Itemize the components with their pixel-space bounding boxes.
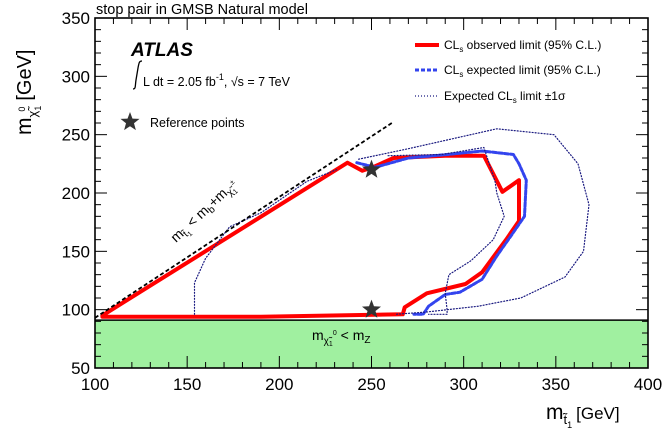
x-tick-label: 100: [81, 375, 109, 394]
y-tick-label: 250: [62, 126, 90, 145]
x-tick-label: 350: [542, 375, 570, 394]
x-tick-label: 250: [357, 375, 385, 394]
luminosity-label: L dt = 2.05 fb-1, √s = 7 TeV: [143, 72, 291, 89]
reference-point-star-0: [361, 159, 382, 178]
y-tick-label: 350: [62, 9, 90, 28]
integral-sign-icon: [132, 60, 143, 90]
reference-points-label: Reference points: [150, 116, 245, 130]
mz-region-label: mχ̃10 < mZ: [312, 327, 370, 348]
x-tick-label: 150: [173, 375, 201, 394]
x-tick-label: 400: [634, 375, 662, 394]
legend-observed-label: CLs observed limit (95% C.L.): [444, 38, 601, 54]
series-line-3: [193, 169, 338, 315]
y-tick-label: 200: [62, 184, 90, 203]
legend-sigma-label: Expected CLs limit ±1σ: [444, 89, 566, 105]
y-tick-label: 50: [71, 359, 90, 378]
ticks-layer: 100 150 200 250 300 350 4005010015020025030035…: [62, 9, 663, 394]
y-tick-label: 150: [62, 242, 90, 261]
series-line-2: [358, 128, 590, 315]
kinematic-limit-line: [94, 121, 395, 319]
reference-points: [361, 159, 382, 318]
x-tick-label: 300: [449, 375, 477, 394]
y-tick-label: 100: [62, 301, 90, 320]
legend: CLs observed limit (95% C.L.) CLs expect…: [415, 38, 601, 105]
series-layer: [100, 128, 590, 319]
y-tick-label: 300: [62, 67, 90, 86]
reference-point-star-1: [361, 299, 382, 318]
y-axis-title: mχ̃10[GeV]: [13, 50, 43, 136]
reference-point-star-icon: [120, 112, 140, 131]
x-axis-title: mt̃1[GeV]: [546, 401, 620, 430]
x-tick-label: 200: [265, 375, 293, 394]
chart-title: stop pair in GMSB Natural model: [96, 2, 308, 18]
legend-expected-label: CLs expected limit (95% C.L.): [444, 63, 601, 79]
series-line-1: [355, 149, 528, 316]
experiment-label: ATLAS: [130, 40, 193, 61]
series-line-4: [387, 146, 505, 315]
